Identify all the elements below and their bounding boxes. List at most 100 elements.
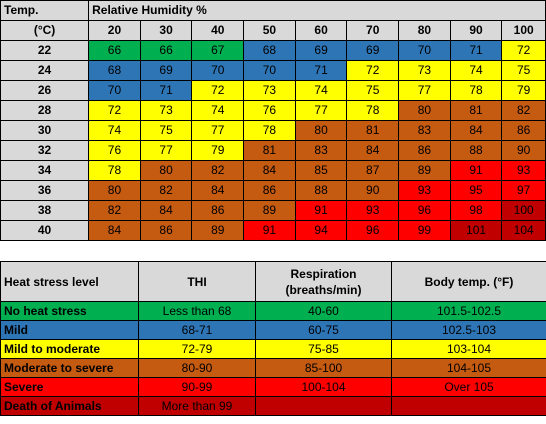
thi-cell: 67	[191, 40, 245, 61]
thi-cell: 80	[139, 160, 193, 181]
grid-row: 26 70 71 72 73 74 75 77 78 79	[0, 80, 546, 101]
thi-cell: 69	[139, 60, 193, 81]
thi-cell: 88	[449, 140, 503, 161]
grid-row: 22 66 66 67 68 69 69 70 71 72	[0, 40, 546, 61]
legend-table: Heat stress level THI Respiration (breat…	[0, 261, 546, 416]
thi-table: Temp. Relative Humidity % (°C) 20 30 40 50 6…	[0, 0, 546, 241]
temp-cell: 26	[0, 80, 90, 101]
thi-cell: 82	[501, 100, 546, 121]
thi-cell: 91	[449, 160, 503, 181]
thi-cell: 77	[191, 120, 245, 141]
legend-row: Severe 90-99 100-104 Over 105	[0, 377, 546, 397]
thi-cell: 93	[501, 160, 546, 181]
temp-cell: 36	[0, 180, 90, 201]
thi-cell: 87	[346, 160, 400, 181]
legend-level-cell: Mild	[0, 320, 139, 340]
thi-cell: 79	[501, 80, 546, 101]
legend-respiration-cell: 40-60	[255, 301, 392, 321]
grid-row: 34 78 80 82 84 85 87 89 91 93	[0, 160, 546, 181]
legend-row: Mild 68-71 60-75 102.5-103	[0, 320, 546, 340]
legend-thi-cell: 90-99	[138, 377, 256, 397]
legend-thi-cell: 68-71	[138, 320, 256, 340]
grid-row: 24 68 69 70 70 71 72 73 74 75	[0, 60, 546, 81]
legend-body: No heat stress Less than 68 40-60 101.5-102…	[0, 301, 546, 416]
legend-header-row: Heat stress level THI Respiration (breat…	[0, 261, 546, 302]
thi-cell: 81	[449, 100, 503, 121]
legend-body-temp-cell: 102.5-103	[391, 320, 546, 340]
thi-cell: 83	[398, 120, 451, 141]
thi-cell: 82	[139, 180, 193, 201]
legend-thi-cell: 80-90	[138, 358, 256, 378]
thi-cell: 75	[346, 80, 400, 101]
humidity-header-cell: 80	[398, 20, 451, 41]
thi-cell: 69	[346, 40, 400, 61]
thi-cell: 80	[294, 120, 348, 141]
legend-thi-cell: Less than 68	[138, 301, 256, 321]
respiration-header-line2: (breaths/min)	[285, 282, 362, 297]
thi-cell: 74	[294, 80, 348, 101]
level-header: Heat stress level	[0, 261, 139, 302]
thi-cell: 72	[88, 100, 141, 121]
thi-cell: 75	[139, 120, 193, 141]
grid-header-row-1: Temp. Relative Humidity %	[0, 0, 546, 21]
legend-body-temp-cell	[391, 396, 546, 416]
grid-row: 30 74 75 77 78 80 81 83 84 86	[0, 120, 546, 141]
unit-header: (°C)	[0, 20, 90, 41]
legend-respiration-cell	[255, 396, 392, 416]
humidity-header-cell: 30	[139, 20, 193, 41]
thi-cell: 78	[88, 160, 141, 181]
thi-header: THI	[138, 261, 256, 302]
grid-header-row-2: (°C) 20 30 40 50 60 70 80 90 100	[0, 20, 546, 41]
thi-cell: 100	[501, 200, 546, 221]
legend-row: Mild to moderate 72-79 75-85 103-104	[0, 339, 546, 359]
thi-cell: 73	[398, 60, 451, 81]
humidity-header-cell: 90	[449, 20, 503, 41]
legend-level-cell: Severe	[0, 377, 139, 397]
temp-cell: 38	[0, 200, 90, 221]
thi-cell: 84	[243, 160, 296, 181]
temp-cell: 34	[0, 160, 90, 181]
thi-cell: 93	[398, 180, 451, 201]
thi-cell: 75	[501, 60, 546, 81]
thi-cell: 89	[398, 160, 451, 181]
temp-cell: 22	[0, 40, 90, 61]
thi-cell: 86	[398, 140, 451, 161]
thi-cell: 91	[294, 200, 348, 221]
temp-header: Temp.	[0, 0, 90, 21]
heat-stress-legend: Heat stress level THI Respiration (breat…	[0, 261, 546, 424]
thi-cell: 86	[139, 220, 193, 241]
thi-cell: 69	[294, 40, 348, 61]
thi-cell: 72	[501, 40, 546, 61]
legend-body-temp-cell: Over 105	[391, 377, 546, 397]
legend-respiration-cell: 100-104	[255, 377, 392, 397]
grid-row: 40 84 86 89 91 94 96 99 101 104	[0, 220, 546, 241]
thi-cell: 86	[243, 180, 296, 201]
thi-cell: 72	[191, 80, 245, 101]
grid-row: 36 80 82 84 86 88 90 93 95 97	[0, 180, 546, 201]
humidity-header-cell: 60	[294, 20, 348, 41]
thi-cell: 66	[88, 40, 141, 61]
legend-thi-cell: 72-79	[138, 339, 256, 359]
thi-cell: 82	[191, 160, 245, 181]
thi-cell: 71	[449, 40, 503, 61]
thi-cell: 84	[88, 220, 141, 241]
thi-cell: 83	[294, 140, 348, 161]
thi-cell: 66	[139, 40, 193, 61]
temp-cell: 40	[0, 220, 90, 241]
rh-header: Relative Humidity %	[88, 0, 546, 21]
thi-cell: 104	[501, 220, 546, 241]
thi-cell: 91	[243, 220, 296, 241]
thi-cell: 101	[449, 220, 503, 241]
grid-row: 28 72 73 74 76 77 78 80 81 82	[0, 100, 546, 121]
thi-cell: 93	[346, 200, 400, 221]
thi-cell: 77	[294, 100, 348, 121]
thi-cell: 76	[243, 100, 296, 121]
thi-cell: 80	[398, 100, 451, 121]
thi-cell: 68	[243, 40, 296, 61]
thi-cell: 72	[346, 60, 400, 81]
temp-cell: 28	[0, 100, 90, 121]
thi-cell: 80	[88, 180, 141, 201]
thi-cell: 70	[191, 60, 245, 81]
thi-cell: 90	[501, 140, 546, 161]
thi-cell: 81	[346, 120, 400, 141]
